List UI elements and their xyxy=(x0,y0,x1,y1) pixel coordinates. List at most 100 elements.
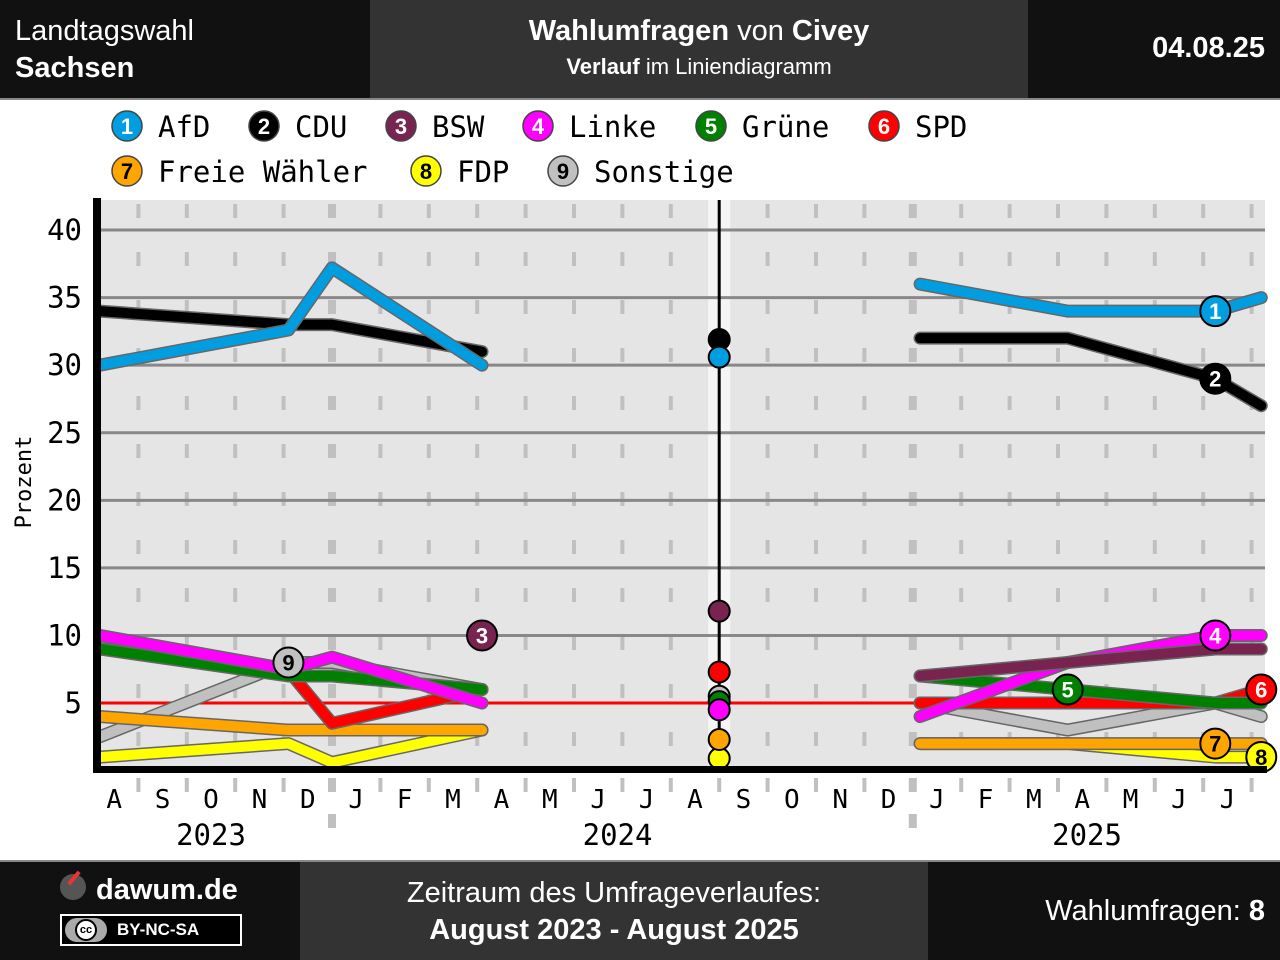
legend-badge xyxy=(111,155,143,187)
title-pollster: Civey xyxy=(791,15,870,47)
legend-label: BSW xyxy=(432,110,485,144)
legend-number: 2 xyxy=(258,114,270,139)
x-month-label: N xyxy=(832,785,848,815)
legend-label: Freie Wähler xyxy=(158,155,368,189)
x-month-label: M xyxy=(1123,785,1139,815)
brand-link[interactable]: dawum.de xyxy=(96,874,238,906)
y-tick-label: 5 xyxy=(65,686,82,720)
x-year-label: 2023 xyxy=(176,818,246,852)
x-month-label: M xyxy=(542,785,558,815)
legend-badge xyxy=(385,110,417,142)
x-month-label: N xyxy=(252,785,268,815)
y-tick-label: 25 xyxy=(47,416,82,450)
series-line-CDU xyxy=(94,306,488,357)
y-tick-label: 15 xyxy=(47,551,82,585)
series-label-badge xyxy=(1245,673,1278,706)
series-label-badge xyxy=(1199,295,1232,328)
legend-number: 7 xyxy=(121,159,133,184)
legend-label: FDP xyxy=(457,155,509,189)
legend-label: AfD xyxy=(158,110,210,144)
footer-period: Zeitraum des Umfrageverlaufes: August 20… xyxy=(300,862,928,960)
legend-label: Sonstige xyxy=(594,155,734,189)
legend-label: SPD xyxy=(915,110,967,144)
legend-number: 3 xyxy=(395,114,407,139)
x-month-label: S xyxy=(736,785,752,815)
x-month-label: M xyxy=(445,785,461,815)
series-line-AfD xyxy=(915,279,1267,317)
series-line-Freie Wähler xyxy=(94,711,488,736)
legend-badge xyxy=(522,110,554,142)
election-result-marker-BSW xyxy=(707,599,731,623)
title-bold: Wahlumfragen xyxy=(528,15,730,47)
x-axis xyxy=(93,766,1267,773)
footer-count: Wahlumfragen: 8 xyxy=(928,862,1280,960)
legend-badge xyxy=(111,110,143,142)
x-month-label: J xyxy=(1171,785,1187,815)
series-lines xyxy=(93,261,1268,769)
election-result-marker-SPD xyxy=(707,660,731,684)
x-month-label: J xyxy=(348,785,364,815)
dawum-logo-icon xyxy=(60,870,86,900)
series-label-number: 2 xyxy=(1209,367,1221,392)
x-year-label: 2025 xyxy=(1052,818,1122,852)
legend-number: 5 xyxy=(705,114,717,139)
election-result-marker-Freie Wähler xyxy=(707,728,731,752)
x-month-label: A xyxy=(106,785,122,815)
legend-item-AfD: 1 AfD xyxy=(111,110,210,144)
period-label: Zeitraum des Umfrageverlaufes: xyxy=(406,877,822,909)
count-label: Wahlumfragen: xyxy=(1045,895,1249,927)
header-left: Landtagswahl Sachsen xyxy=(0,0,370,98)
x-month-label: A xyxy=(494,785,510,815)
series-label-badge xyxy=(1199,727,1232,760)
legend-item-SPD: 6 SPD xyxy=(868,110,967,144)
cc-icon: cc xyxy=(75,919,97,941)
series-line-FDP xyxy=(94,725,488,768)
election-result-marker-AfD xyxy=(707,345,731,369)
y-tick-label: 40 xyxy=(47,213,82,247)
legend-badge xyxy=(695,110,727,142)
series-line-Linke xyxy=(915,630,1267,722)
series-label-badge xyxy=(466,619,499,652)
x-month-label: M xyxy=(1026,785,1042,815)
legend-number: 9 xyxy=(557,159,569,184)
x-month-label: S xyxy=(155,785,171,815)
x-month-label: F xyxy=(978,785,994,815)
legend-number: 4 xyxy=(532,114,545,139)
legend-badge xyxy=(248,110,280,142)
license-badge[interactable]: cc BY-NC-SA xyxy=(60,914,242,946)
subtitle-bold: Verlauf xyxy=(566,54,640,79)
plot-background xyxy=(100,200,1265,766)
x-month-label: A xyxy=(687,785,703,815)
legend-item-BSW: 3 BSW xyxy=(385,110,485,144)
title-rest: von xyxy=(729,15,792,47)
header-right: 04.08.25 xyxy=(1028,0,1280,98)
series-label-number: 5 xyxy=(1062,678,1074,703)
series-label-number: 6 xyxy=(1255,678,1267,703)
legend-badge xyxy=(410,155,442,187)
legend-badge xyxy=(547,155,579,187)
legend-number: 1 xyxy=(121,114,133,139)
legend-label: Grüne xyxy=(742,110,829,144)
y-tick-label: 10 xyxy=(47,618,82,652)
footer-left: dawum.de cc BY-NC-SA xyxy=(0,862,300,960)
legend-label: Linke xyxy=(569,110,656,144)
x-month-label: D xyxy=(881,785,897,815)
x-month-label: J xyxy=(1220,785,1236,815)
x-month-label: O xyxy=(784,785,800,815)
x-month-label: F xyxy=(397,785,413,815)
y-axis xyxy=(93,198,101,773)
header-title: Wahlumfragen von Civey Verlauf im Linien… xyxy=(370,0,1028,98)
period-value: August 2023 - August 2025 xyxy=(429,914,799,946)
series-label-number: 7 xyxy=(1209,732,1221,757)
series-line-Sonstige xyxy=(915,698,1267,736)
legend-label: CDU xyxy=(295,110,347,144)
x-year-label: 2024 xyxy=(583,818,653,852)
x-month-label: O xyxy=(203,785,219,815)
series-line-CDU xyxy=(915,333,1267,411)
legend-item-Freie Wähler: 7 Freie Wähler xyxy=(111,155,368,189)
x-month-label: A xyxy=(1074,785,1090,815)
series-label-number: 1 xyxy=(1209,299,1221,324)
series-label-number: 9 xyxy=(282,650,294,675)
header-divider xyxy=(0,98,1280,100)
